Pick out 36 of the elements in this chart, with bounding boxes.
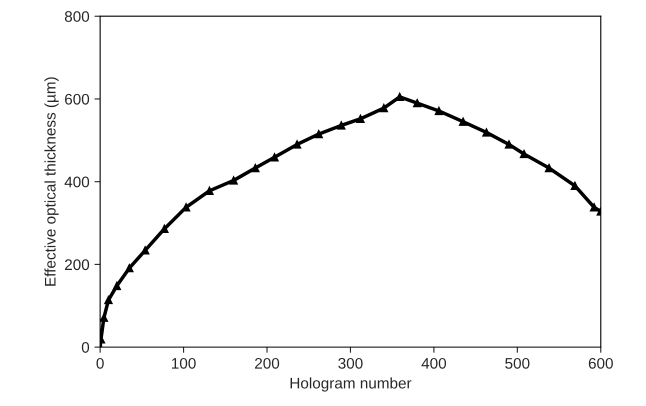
y-tick-label: 400 — [64, 176, 90, 188]
point — [292, 140, 302, 149]
point — [314, 130, 323, 138]
x-tick-label: 0 — [96, 358, 104, 369]
point — [251, 164, 260, 172]
point — [413, 98, 422, 108]
point — [434, 106, 444, 116]
y-tick-label: 0 — [82, 342, 90, 353]
x-tick-label: 500 — [505, 358, 530, 369]
y-tick-label: 200 — [64, 259, 90, 270]
point — [380, 104, 388, 112]
x-tick-label: 200 — [255, 358, 280, 369]
point — [112, 282, 121, 290]
point — [337, 121, 346, 130]
point — [544, 164, 554, 172]
point — [270, 153, 279, 162]
point — [482, 128, 491, 137]
point — [590, 203, 598, 212]
x-tick-label: 400 — [422, 358, 446, 369]
x-tick-label: 300 — [338, 358, 363, 369]
point — [125, 264, 134, 272]
point — [504, 140, 514, 149]
point — [229, 176, 238, 185]
point — [100, 314, 108, 322]
x-tick-label: 600 — [588, 358, 613, 369]
y-axis-title: Effective optical thickness (µm) — [44, 77, 59, 286]
x-axis-title: Hologram number — [290, 377, 412, 392]
point — [520, 150, 528, 158]
point — [160, 224, 169, 234]
y-tick-label: 600 — [65, 94, 90, 105]
point — [458, 118, 468, 126]
point — [104, 296, 113, 304]
point — [356, 114, 365, 123]
y-tick-label: 800 — [64, 11, 90, 22]
point — [141, 246, 150, 255]
x-tick-label: 100 — [172, 358, 196, 369]
